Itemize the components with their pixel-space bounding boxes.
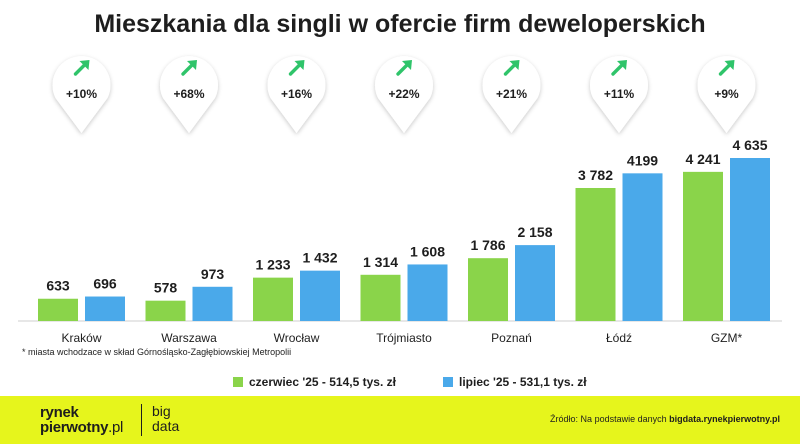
logo-line-2: pierwotny: [40, 419, 109, 436]
bar-july: [300, 270, 340, 321]
bar-july: [85, 296, 125, 321]
source-prefix: Źródło: Na podstawie danych: [550, 414, 667, 424]
legend-item-july: lipiec '25 - 531,1 tys. zł: [443, 375, 587, 389]
data-label: 696: [93, 276, 117, 292]
data-label: 1 314: [363, 254, 398, 270]
trend-arrow-head-icon: [724, 60, 735, 70]
bar-june: [468, 258, 508, 321]
category-label: Wrocław: [274, 331, 320, 345]
category-label: Poznań: [491, 331, 532, 345]
logo-line-1: rynek: [40, 404, 79, 421]
trend-arrow-head-icon: [509, 60, 520, 70]
change-badge: [52, 56, 111, 133]
data-label: 1 233: [255, 257, 290, 273]
data-label: 2 158: [517, 224, 552, 240]
change-label: +21%: [496, 87, 527, 101]
legend-label-june: czerwiec '25 - 514,5 tys. zł: [249, 375, 396, 389]
bar-june: [575, 187, 616, 321]
category-label: Trójmiasto: [376, 331, 432, 345]
change-badge: [267, 56, 326, 133]
bar-june: [38, 298, 78, 321]
data-label: 3 782: [578, 167, 613, 183]
footnote: * miasta wchodzace w skład Górnośląsko-Z…: [22, 347, 292, 357]
change-label: +9%: [714, 87, 739, 101]
data-label: 973: [201, 266, 225, 282]
source-note: Źródło: Na podstawie danych bigdata.ryne…: [550, 414, 780, 424]
data-label: 4199: [627, 152, 658, 168]
bar-july: [407, 264, 448, 321]
trend-arrow-head-icon: [187, 60, 197, 70]
trend-arrow-head-icon: [79, 60, 90, 70]
legend-item-june: czerwiec '25 - 514,5 tys. zł: [233, 375, 396, 389]
bar-chart: 633 696 Kraków +10% 578 973 Warszawa +68% 1 233 1…: [18, 56, 782, 345]
change-label: +22%: [388, 87, 419, 101]
logo-divider: [141, 404, 142, 436]
bar-july: [730, 158, 770, 321]
bigdata-logo: big data: [152, 404, 179, 434]
data-label: 633: [46, 278, 70, 294]
category-label: Warszawa: [161, 331, 217, 345]
category-label: Kraków: [61, 331, 101, 345]
trend-arrow-head-icon: [617, 60, 627, 70]
category-label: GZM*: [711, 331, 743, 345]
footer-bar: rynek pierwotny.pl big data Źródło: Na p…: [0, 396, 800, 444]
bar-july: [192, 286, 233, 321]
bar-june: [683, 171, 723, 321]
legend-swatch-july: [443, 377, 453, 387]
data-label: 1 608: [410, 243, 445, 259]
data-label: 1 786: [470, 237, 505, 253]
change-badge: [697, 56, 756, 134]
bar-june: [360, 274, 401, 321]
data-label: 4 241: [685, 151, 720, 167]
bar-july: [515, 245, 555, 321]
bigdata-line-1: big: [152, 403, 171, 419]
category-label: Łódź: [606, 331, 632, 345]
data-label: 4 635: [732, 137, 767, 153]
logo-domain: .pl: [108, 419, 124, 436]
trend-arrow-head-icon: [402, 60, 412, 70]
source-link[interactable]: bigdata.rynekpierwotny.pl: [669, 414, 780, 424]
change-label: +68%: [173, 87, 204, 101]
change-badge: [482, 56, 541, 134]
change-label: +10%: [66, 87, 97, 101]
data-label: 578: [154, 280, 178, 296]
change-badge: [375, 56, 433, 133]
bar-june: [253, 277, 293, 321]
trend-arrow-head-icon: [294, 60, 305, 70]
bigdata-line-2: data: [152, 418, 180, 434]
chart-title: Mieszkania dla singli w ofercie firm dew…: [94, 10, 706, 38]
bar-july: [622, 173, 663, 321]
change-label: +11%: [604, 87, 635, 101]
change-label: +16%: [281, 87, 312, 101]
legend-swatch-june: [233, 377, 243, 387]
rynekpierwotny-logo[interactable]: rynek pierwotny.pl: [40, 405, 123, 435]
bar-june: [145, 300, 186, 321]
data-label: 1 432: [302, 250, 337, 266]
change-badge: [590, 56, 648, 133]
legend-label-july: lipiec '25 - 531,1 tys. zł: [459, 375, 587, 389]
change-badge: [159, 56, 218, 133]
